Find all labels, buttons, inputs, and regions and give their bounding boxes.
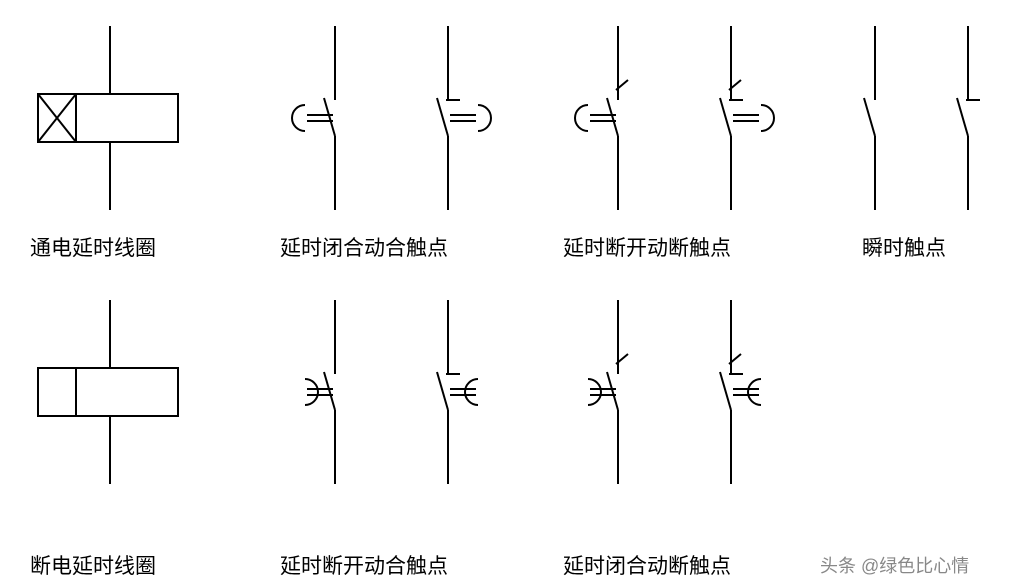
delay-open-no-label: 延时断开动合触点 xyxy=(280,550,448,580)
delay-close-no-label: 延时闭合动合触点 xyxy=(280,232,448,262)
coil-off-delay-label: 断电延时线圈 xyxy=(30,550,156,580)
delay-close-nc-label: 延时闭合动断触点 xyxy=(563,550,731,580)
delay-open-nc-label: 延时断开动断触点 xyxy=(563,232,731,262)
watermark-text: 头条 @绿色比心情 xyxy=(820,552,969,578)
coil-on-delay-label: 通电延时线圈 xyxy=(30,232,156,262)
instant-label: 瞬时触点 xyxy=(862,232,946,262)
relay-symbols-diagram xyxy=(0,0,1024,582)
